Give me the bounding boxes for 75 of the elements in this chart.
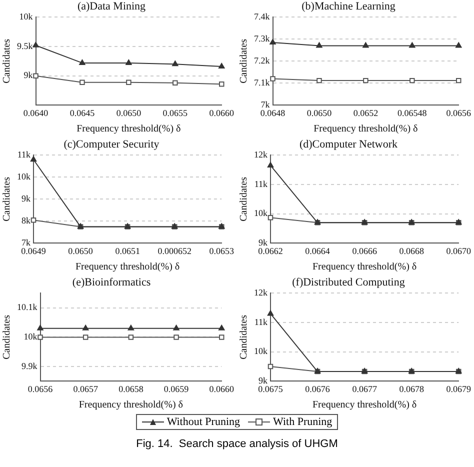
chart-title: (c)Computer Security	[64, 138, 160, 150]
y-tick-label: 7k	[22, 238, 31, 248]
y-axis-title: Candidates	[238, 38, 250, 84]
y-tick-label: 9k	[24, 70, 34, 80]
x-tick-label: 0.0677	[352, 384, 378, 394]
y-tick-label: 12k	[254, 150, 268, 160]
x-tick-label: 0.0660	[209, 384, 234, 394]
x-tick-label: 0.0666	[352, 246, 378, 256]
x-axis-title: Frequency threshold(%) δ	[312, 400, 417, 411]
caption: Fig. 14. Search space analysis of UHGM	[135, 438, 339, 450]
chart-title: (f)Distributed Computing	[292, 276, 406, 288]
x-tick-label: 0.0652	[353, 108, 378, 118]
x-tick-label: 0.0656	[446, 108, 472, 118]
y-tick-label: 7k	[260, 100, 270, 110]
x-tick-label: 0.0655	[162, 108, 188, 118]
x-tick-label: 0.0670	[446, 246, 472, 256]
x-tick-label: 0.0651	[115, 246, 140, 256]
y-axis-title: Candidates	[238, 176, 250, 222]
y-tick-label: 12k	[254, 288, 268, 298]
chart-title: (a)Data Mining	[77, 0, 146, 12]
y-tick-label: 10k	[24, 332, 38, 342]
y-tick-label: 9k	[258, 376, 268, 386]
x-tick-label: 0.0640	[23, 108, 49, 118]
x-tick-label: 0.0650	[68, 246, 94, 256]
y-tick-label: 9k	[22, 194, 31, 204]
x-tick-label: 0.0648	[260, 108, 286, 118]
y-axis-title: Candidates	[2, 38, 13, 84]
y-axis-title: Candidates	[2, 176, 13, 222]
x-tick-label: 0.000652	[158, 246, 192, 256]
x-tick-label: 0.0656	[28, 384, 54, 394]
x-axis-title: Frequency threshold(%) δ	[76, 124, 182, 135]
x-tick-label: 0.0658	[118, 384, 144, 394]
x-tick-label: 0.0650	[306, 108, 332, 118]
y-tick-label: 10k	[254, 346, 268, 356]
y-tick-label: 11k	[254, 178, 268, 189]
x-axis-title: Frequency threshold(%) δ	[75, 262, 180, 273]
y-tick-label: 9.9k	[22, 360, 38, 371]
y-tick-label: 10.1k	[17, 302, 38, 312]
y-tick-label: 11k	[254, 316, 268, 327]
x-tick-label: 0.0679	[446, 384, 472, 394]
x-tick-label: 0.0645	[70, 108, 96, 118]
x-tick-label: 0.0659	[164, 384, 190, 394]
y-tick-label: 10k	[17, 172, 31, 182]
y-axis-title: Candidates	[2, 314, 13, 360]
x-tick-label: 0.06548	[398, 108, 428, 118]
x-tick-label: 0.0678	[399, 384, 424, 394]
y-axis-title: Candidates	[238, 314, 250, 360]
x-tick-label: 0.0649	[21, 246, 46, 256]
y-tick-label: 8k	[22, 216, 31, 226]
x-axis-title: Frequency threshold(%) δ	[314, 124, 418, 135]
chart-title: (d)Computer Network	[299, 138, 398, 150]
legend-label: Without Pruning	[166, 416, 240, 428]
y-tick-label: 10k	[254, 208, 268, 218]
x-axis-title: Frequency threshold(%) δ	[78, 400, 184, 411]
x-tick-label: 0.0676	[305, 384, 330, 394]
legend-label: With Pruning	[273, 416, 332, 428]
x-tick-label: 0.0660	[209, 108, 234, 118]
chart-title: (e)Bioinformatics	[72, 276, 151, 288]
x-tick-label: 0.0668	[399, 246, 424, 256]
y-tick-label: 7.1k	[254, 78, 270, 88]
chart-title: (b)Machine Learning	[302, 0, 396, 12]
y-tick-label: 7.3k	[254, 34, 270, 44]
y-tick-label: 9.5k	[17, 40, 34, 51]
y-tick-label: 10k	[19, 12, 34, 22]
x-tick-label: 0.0675	[258, 384, 284, 394]
y-tick-label: 7.4k	[254, 12, 270, 22]
x-tick-label: 0.0650	[116, 108, 142, 118]
y-tick-label: 11k	[17, 150, 31, 160]
x-tick-label: 0.0662	[258, 246, 283, 256]
y-tick-label: 7.2k	[254, 56, 270, 66]
x-tick-label: 0.0664	[305, 246, 330, 256]
y-tick-label: 9k	[258, 238, 268, 248]
x-tick-label: 0.0657	[73, 384, 98, 394]
x-tick-label: 0.0653	[209, 246, 234, 256]
x-axis-title: Frequency threshold(%) δ	[312, 262, 417, 273]
